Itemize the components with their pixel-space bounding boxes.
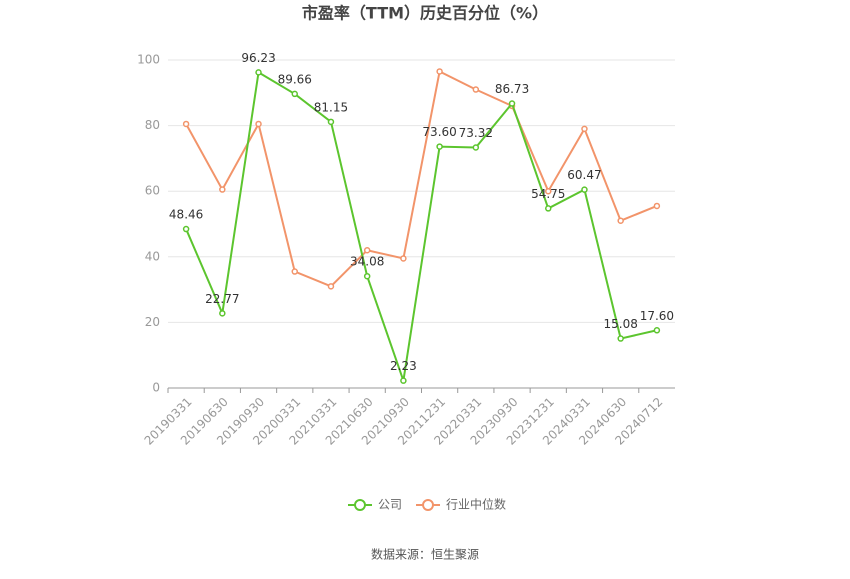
point — [400, 255, 407, 262]
point — [327, 283, 335, 290]
data-label: 60.47 — [567, 168, 601, 182]
y-tick-label: 40 — [145, 249, 160, 263]
point — [255, 120, 262, 128]
point — [581, 125, 588, 133]
data-label: 17.60 — [640, 309, 674, 323]
point — [653, 202, 661, 210]
point — [617, 335, 624, 342]
point — [291, 268, 298, 275]
point — [545, 187, 552, 195]
point — [219, 310, 226, 317]
data-label: 96.23 — [241, 51, 275, 65]
data-label: 48.46 — [169, 208, 203, 222]
point — [182, 225, 190, 233]
series-line — [185, 70, 658, 382]
y-tick-label: 80 — [145, 118, 160, 132]
source: 数据来源：恒生聚源 — [371, 547, 479, 562]
point — [545, 205, 552, 212]
point — [182, 120, 190, 128]
y-tick-label: 60 — [145, 184, 160, 198]
data-label: 73.60 — [422, 125, 456, 139]
point — [255, 69, 262, 76]
legend-marker — [422, 499, 435, 511]
point — [219, 186, 226, 193]
data-label: 15.08 — [603, 317, 637, 331]
data-label: 54.75 — [531, 187, 565, 201]
chart-title: 市盈率（TTM）历史百分位（%） — [302, 4, 548, 23]
data-label: 73.32 — [459, 126, 493, 140]
y-tick-label: 100 — [137, 53, 160, 67]
point — [617, 217, 624, 224]
data-label: 86.73 — [495, 82, 529, 96]
point — [291, 90, 298, 98]
legend-marker — [354, 499, 366, 511]
data-label: 22.77 — [205, 292, 239, 306]
point — [400, 377, 407, 384]
data-label: 2.23 — [390, 359, 417, 373]
data-label: 89.66 — [278, 72, 312, 86]
point — [472, 86, 480, 93]
point — [581, 186, 588, 193]
legend-label: 公司 — [378, 498, 402, 512]
point — [508, 100, 516, 107]
point — [436, 68, 443, 75]
point — [436, 143, 443, 150]
legend-label: 行业中位数 — [446, 497, 506, 512]
data-label: 34.08 — [350, 255, 384, 269]
data-label: 81.15 — [314, 100, 348, 114]
point — [363, 246, 371, 254]
y-tick-label: 0 — [152, 381, 160, 395]
y-tick-label: 20 — [145, 315, 160, 329]
point — [327, 118, 335, 126]
point — [363, 272, 371, 280]
point — [472, 144, 480, 151]
series-line — [185, 69, 658, 288]
point — [653, 327, 661, 334]
